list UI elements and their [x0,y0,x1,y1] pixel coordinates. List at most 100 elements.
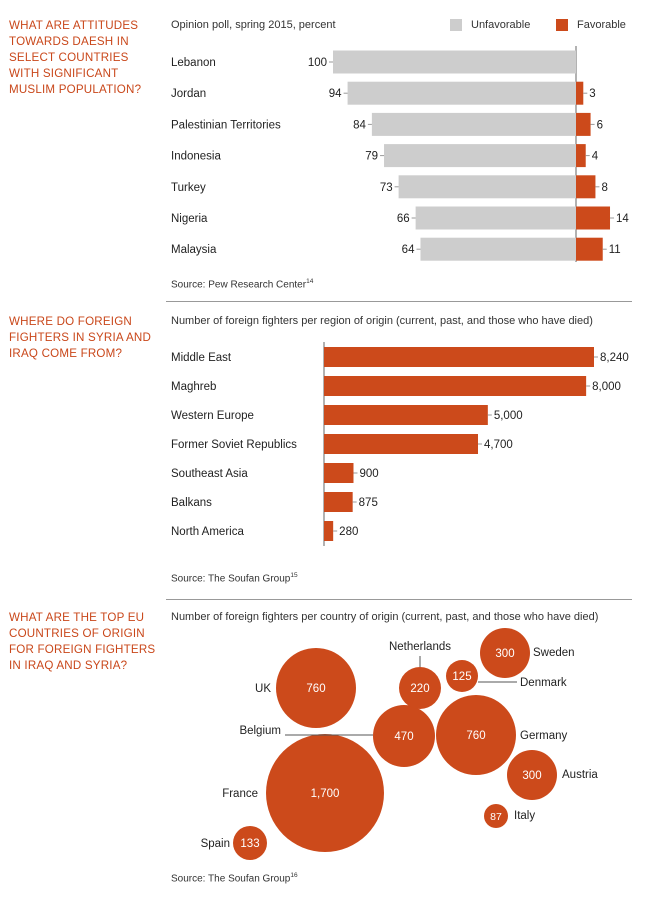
divider-2 [166,599,632,600]
chart2-label-balkans: Balkans [171,497,212,509]
chart1-value-favorable-nigeria: 14 [616,213,629,225]
chart1-value-favorable-turkey: 8 [601,182,607,194]
chart2-bar-maghreb [324,376,587,396]
bubble-label-germany: Germany [520,730,568,742]
chart1-bar-favorable-jordan [576,81,584,105]
source-soufan-2: Source: The Soufan Group16 [171,872,298,885]
bubble-uk [276,648,356,728]
bubble-value-sweden: 300 [495,648,514,660]
chart1-label-indonesia: Indonesia [171,151,221,163]
bubble-value-italy: 87 [490,811,502,823]
bubble-label-sweden: Sweden [533,647,575,659]
chart1-value-unfavorable-nigeria: 66 [397,213,410,225]
chart2-value-balkans: 875 [359,497,378,509]
bubble-value-belgium: 470 [394,731,413,743]
question-eu-countries: WHAT ARE THE TOP EU COUNTRIES OF ORIGIN … [9,611,156,672]
chart1-label-lebanon: Lebanon [171,57,216,69]
bubble-belgium [373,705,435,767]
legend-favorable-label: Favorable [577,19,626,31]
bubble-austria [507,750,557,800]
chart1-bar-unfavorable-indonesia [384,144,576,168]
chart1-bar-favorable-nigeria [576,206,611,230]
bubble-value-germany: 760 [466,730,485,742]
bubble-label-italy: Italy [514,810,535,822]
chart2-bar-former-soviet-republics [324,434,479,454]
bubble-value-spain: 133 [240,838,259,850]
chart1-label-nigeria: Nigeria [171,213,208,225]
chart2-label-north-america: North America [171,526,244,538]
chart-attitudes: Lebanon 100 Jordan 94 3 Palestinian Territori… [171,46,629,262]
source-pew: Source: Pew Research Center14 [171,278,314,291]
chart1-value-favorable-indonesia: 4 [592,151,599,163]
chart1-label-turkey: Turkey [171,182,206,194]
chart-regions: Middle East 8,240 Maghreb 8,000 Western Euro… [171,342,629,546]
question-origin-regions: WHERE DO FOREIGN FIGHTERS IN SYRIA AND I… [9,315,152,360]
chart2-value-western-europe: 5,000 [494,410,523,422]
bubble-sweden [480,628,530,678]
bubble-spain [233,826,267,860]
chart1-value-unfavorable-jordan: 94 [329,88,342,100]
bubble-label-denmark: Denmark [520,677,567,689]
chart2-value-middle-east: 8,240 [600,352,629,364]
chart2-bar-balkans [324,492,353,512]
bubble-netherlands [399,667,441,709]
chart2-bar-western-europe [324,405,488,425]
bubble-italy [484,804,508,828]
chart3-subtitle: Number of foreign fighters per country o… [171,611,599,623]
chart1-label-malaysia: Malaysia [171,244,217,256]
bubble-germany [436,695,516,775]
chart2-label-middle-east: Middle East [171,352,232,364]
chart1-bar-favorable-turkey [576,175,596,199]
chart1-value-unfavorable-indonesia: 79 [365,151,378,163]
source-soufan-1: Source: The Soufan Group15 [171,572,298,585]
chart2-label-southeast-asia: Southeast Asia [171,468,248,480]
bubble-label-austria: Austria [562,769,598,781]
chart1-bar-unfavorable-nigeria [415,206,576,230]
divider-1 [166,301,632,302]
bubble-france [266,734,384,852]
chart2-bar-southeast-asia [324,463,354,483]
chart1-bar-unfavorable-jordan [347,81,576,105]
favorable-swatch [556,19,568,31]
chart2-subtitle: Number of foreign fighters per region of… [171,315,593,327]
chart1-value-unfavorable-lebanon: 100 [308,57,327,69]
chart2-value-maghreb: 8,000 [592,381,621,393]
chart1-value-favorable-palestinian-territories: 6 [597,119,603,131]
chart1-bar-favorable-palestinian-territories [576,112,591,136]
chart1-value-unfavorable-palestinian-territories: 84 [353,119,366,131]
bubble-value-netherlands: 220 [410,683,429,695]
chart1-label-jordan: Jordan [171,88,206,100]
chart1-value-unfavorable-turkey: 73 [380,182,393,194]
bubble-label-netherlands: Netherlands [389,641,451,653]
chart2-value-former-soviet-republics: 4,700 [484,439,513,451]
chart1-value-favorable-jordan: 3 [589,88,595,100]
legend-favorable: Favorable [556,19,626,31]
bubble-label-spain: Spain [201,838,230,850]
chart2-label-maghreb: Maghreb [171,381,216,393]
chart2-label-former-soviet-republics: Former Soviet Republics [171,439,297,451]
chart2-bar-middle-east [324,347,594,367]
chart1-value-favorable-malaysia: 11 [609,244,621,256]
chart2-bar-north-america [324,521,334,541]
chart2-value-north-america: 280 [339,526,358,538]
bubble-denmark [446,660,478,692]
chart1-label-palestinian-territories: Palestinian Territories [171,119,281,131]
chart2-value-southeast-asia: 900 [359,468,378,480]
question-attitudes: WHAT ARE ATTITUDES TOWARDS DAESH IN SELE… [9,19,142,96]
chart1-bar-unfavorable-lebanon [333,50,576,74]
bubble-label-uk: UK [255,683,271,695]
chart1-subtitle: Opinion poll, spring 2015, percent [171,19,336,31]
bubble-label-belgium: Belgium [239,725,281,737]
chart1-bar-unfavorable-malaysia [420,237,576,261]
bubble-value-uk: 760 [306,683,325,695]
legend-unfavorable-label: Unfavorable [471,19,531,31]
chart1-bar-unfavorable-palestinian-territories [371,112,576,136]
chart1-value-unfavorable-malaysia: 64 [402,244,415,256]
bubble-value-france: 1,700 [311,788,340,800]
chart1-bar-favorable-indonesia [576,144,586,168]
chart1-bar-favorable-malaysia [576,237,603,261]
unfavorable-swatch [450,19,462,31]
chart1-bar-unfavorable-turkey [398,175,576,199]
chart2-label-western-europe: Western Europe [171,410,254,422]
